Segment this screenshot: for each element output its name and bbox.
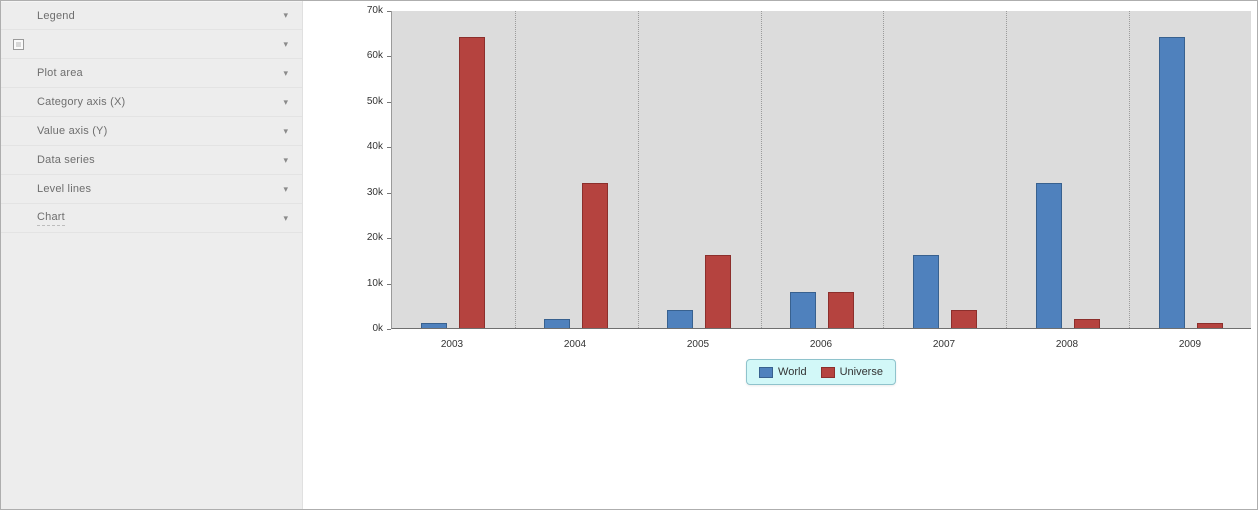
- y-tick-label: 50k: [366, 96, 383, 107]
- x-category-label: 2005: [686, 339, 710, 350]
- bar-world-2003[interactable]: [421, 323, 447, 328]
- bar-world-2004[interactable]: [544, 319, 570, 328]
- chart-legend[interactable]: World Universe: [746, 359, 896, 385]
- y-tick-label: 30k: [366, 187, 383, 198]
- bar-universe-2003[interactable]: [459, 37, 485, 328]
- bar-universe-2004[interactable]: [582, 183, 608, 328]
- bar-world-2005[interactable]: [667, 310, 693, 328]
- y-tick-label: 70k: [366, 5, 383, 16]
- legend-item-universe[interactable]: Universe: [820, 366, 883, 378]
- sidebar-section-label: Category axis (X): [37, 96, 126, 108]
- bar-world-2008[interactable]: [1036, 183, 1062, 328]
- y-tick-label: 10k: [366, 278, 383, 289]
- image-icon: [13, 38, 24, 50]
- sidebar-section-label: Level lines: [37, 183, 92, 195]
- y-tick-mark: [387, 193, 391, 194]
- x-category-label: 2004: [563, 339, 587, 350]
- legend-swatch-universe: [820, 366, 835, 378]
- category-gridline: [1006, 11, 1007, 328]
- sidebar-section-level-lines[interactable]: Level lines ▾: [1, 175, 302, 204]
- legend-item-world[interactable]: World: [759, 366, 807, 378]
- chevron-down-icon[interactable]: ▾: [283, 67, 288, 78]
- bar-universe-2007[interactable]: [951, 310, 977, 328]
- bar-universe-2005[interactable]: [705, 255, 731, 328]
- legend-swatch-world: [759, 366, 774, 378]
- sidebar-section-chart[interactable]: Chart ▾: [1, 204, 302, 233]
- chevron-down-icon[interactable]: ▾: [283, 96, 288, 107]
- sidebar-section-label: Plot area: [37, 67, 83, 79]
- chevron-down-icon[interactable]: ▾: [283, 125, 288, 136]
- sidebar-section-image[interactable]: ▾: [1, 30, 302, 59]
- sidebar-section-label: Data series: [37, 154, 95, 166]
- bar-universe-2008[interactable]: [1074, 319, 1100, 328]
- x-category-label: 2007: [932, 339, 956, 350]
- chart-canvas: 0k 10k 20k 30k 40k 50k 60k 70k 2003 2004 2005 2006…: [303, 1, 1257, 509]
- y-tick-mark: [387, 329, 391, 330]
- bar-world-2009[interactable]: [1159, 37, 1185, 328]
- category-gridline: [638, 11, 639, 328]
- chevron-down-icon[interactable]: ▾: [283, 154, 288, 165]
- category-gridline: [883, 11, 884, 328]
- bar-universe-2009[interactable]: [1197, 323, 1223, 328]
- bar-universe-2006[interactable]: [828, 292, 854, 328]
- y-tick-mark: [387, 238, 391, 239]
- legend-label: Universe: [839, 366, 883, 378]
- sidebar-section-label: Legend: [37, 9, 75, 22]
- sidebar-section-label: Value axis (Y): [37, 125, 108, 137]
- x-category-label: 2008: [1055, 339, 1079, 350]
- sidebar-section-data-series[interactable]: Data series ▾: [1, 146, 302, 175]
- legend-label: World: [778, 366, 807, 378]
- bar-world-2007[interactable]: [913, 255, 939, 328]
- y-tick-label: 20k: [366, 232, 383, 243]
- category-gridline: [1129, 11, 1130, 328]
- legend-container: World Universe: [391, 359, 1251, 385]
- chevron-down-icon[interactable]: ▾: [283, 183, 288, 194]
- bar-world-2006[interactable]: [790, 292, 816, 328]
- category-gridline: [515, 11, 516, 328]
- sidebar-section-category-axis-x[interactable]: Category axis (X) ▾: [1, 88, 302, 117]
- y-tick-mark: [387, 284, 391, 285]
- x-category-label: 2006: [809, 339, 833, 350]
- y-tick-label: 60k: [366, 50, 383, 61]
- plot-area[interactable]: [391, 11, 1251, 329]
- sidebar-section-label: Chart: [37, 211, 65, 226]
- chevron-down-icon[interactable]: ▾: [283, 38, 288, 49]
- sidebar-section-plot-area[interactable]: Plot area ▾: [1, 59, 302, 88]
- chevron-down-icon[interactable]: ▾: [283, 212, 288, 223]
- y-tick-mark: [387, 102, 391, 103]
- sidebar-section-value-axis-y[interactable]: Value axis (Y) ▾: [1, 117, 302, 146]
- x-category-label: 2009: [1178, 339, 1202, 350]
- y-tick-mark: [387, 147, 391, 148]
- chart-settings-sidebar: Legend ▾ ▾ Plot area ▾ Category axis (X) ▾ Valu…: [1, 1, 303, 509]
- sidebar-section-legend[interactable]: Legend ▾: [1, 1, 302, 30]
- y-tick-mark: [387, 56, 391, 57]
- y-tick-label: 0k: [372, 323, 383, 334]
- y-tick-mark: [387, 11, 391, 12]
- x-category-label: 2003: [440, 339, 464, 350]
- y-tick-label: 40k: [366, 141, 383, 152]
- category-gridline: [761, 11, 762, 328]
- chevron-down-icon[interactable]: ▾: [283, 10, 288, 20]
